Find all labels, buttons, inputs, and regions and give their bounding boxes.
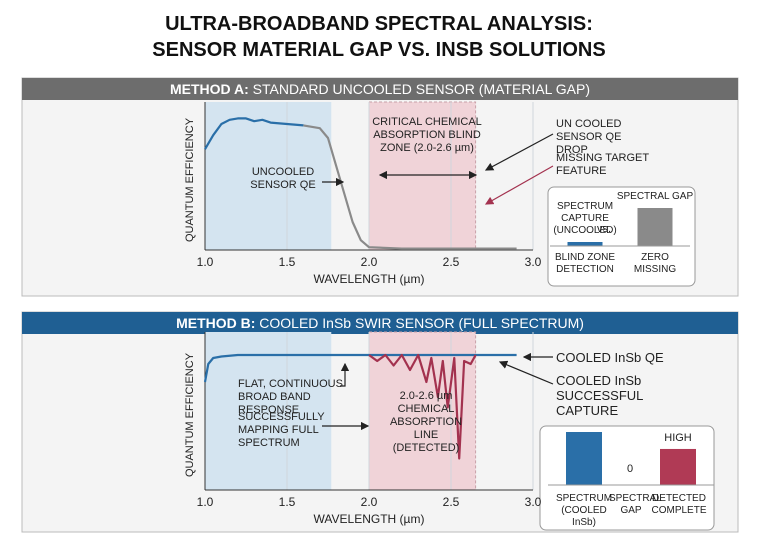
x-axis-label: WAVELENGTH (µm) <box>314 272 425 286</box>
category-label: SPECTRUM (COOLED InSb) <box>555 493 613 528</box>
arrow <box>484 165 554 205</box>
y-axis-label: QUANTUM EFFICIENCY <box>184 117 196 242</box>
arrow <box>340 362 350 387</box>
arrow <box>498 360 554 385</box>
category-label: SPECTRUM CAPTURE (UNCOOLED) <box>553 201 617 236</box>
x-tick-label: 1.0 <box>197 255 214 269</box>
x-tick-label: 3.0 <box>525 495 542 509</box>
x-tick-label: 2.5 <box>443 495 460 509</box>
bar <box>567 242 603 246</box>
panel-subtitle: COOLED InSb SWIR SENSOR (FULL SPECTRUM) <box>259 315 584 331</box>
bar <box>660 448 696 485</box>
title-line: SENSOR MATERIAL GAP VS. INSB SOLUTIONS <box>152 39 605 61</box>
x-tick-label: 1.5 <box>279 255 296 269</box>
x-tick-label: 1.5 <box>279 495 296 509</box>
line <box>303 124 517 250</box>
panel-header <box>22 78 738 100</box>
annotation: HIGH <box>664 432 692 444</box>
category-label: SPECTRAL GAP <box>609 493 662 516</box>
panel-label: METHOD A: <box>170 81 249 97</box>
x-tick-label: 3.0 <box>525 255 542 269</box>
annotation: MISSING TARGET FEATURE <box>556 152 649 177</box>
panel-header <box>22 312 738 334</box>
bar <box>637 208 673 246</box>
x-tick-label: 2.5 <box>443 255 460 269</box>
annotation: COOLED InSb SUCCESSFUL CAPTURE <box>556 373 643 418</box>
annotation: UNCOOLED SENSOR QE <box>250 166 316 191</box>
region <box>205 332 332 490</box>
annotation: UN COOLED SENSOR QE DROP <box>556 118 622 156</box>
x-axis-label: WAVELENGTH (µm) <box>314 512 425 526</box>
panel-subtitle: STANDARD UNCOOLED SENSOR (MATERIAL GAP) <box>253 81 590 97</box>
panel-title: METHOD A: STANDARD UNCOOLED SENSOR (MATE… <box>170 81 590 97</box>
line <box>203 353 517 383</box>
x-tick-label: 1.0 <box>197 495 214 509</box>
annotation: SUCCESSFULLY MAPPING FULL SPECTRUM <box>238 411 325 449</box>
sub-label: BLIND ZONE DETECTION <box>554 252 615 275</box>
x-tick-label: 2.0 <box>361 495 378 509</box>
y-axis-label: QUANTUM EFFICIENCY <box>184 352 196 477</box>
x-tick-label: 2.0 <box>361 255 378 269</box>
annotation: 2.0-2.6 µm CHEMICAL ABSORPTION LINE (DET… <box>389 390 463 454</box>
panel-label: METHOD B: <box>176 315 255 331</box>
line <box>368 353 477 460</box>
bar <box>566 432 602 485</box>
title-line: ULTRA-BROADBAND SPECTRAL ANALYSIS: <box>165 13 593 35</box>
annotation: FLAT, CONTINUOUS BROAD BAND RESPONSE <box>238 378 343 416</box>
category-label: SPECTRAL GAP <box>616 191 694 202</box>
annotation: vs. <box>597 223 611 235</box>
value-label: 0 <box>627 463 633 475</box>
arrows <box>322 133 554 431</box>
annotation: CRITICAL CHEMICAL ABSORPTION BLIND ZONE … <box>372 116 482 154</box>
line <box>204 117 304 150</box>
category-label: DETECTED COMPLETE <box>651 493 707 516</box>
sub-label: ZERO MISSING <box>633 252 677 275</box>
plots: 1.0 1.5 2.0 2.5 3.0 WAVELENGTH (µm) QUANTUM EF… <box>184 101 714 526</box>
arrow <box>484 133 554 171</box>
annotation: COOLED InSb QE <box>556 350 664 365</box>
panel-title: METHOD B: COOLED InSb SWIR SENSOR (FULL … <box>176 315 584 331</box>
